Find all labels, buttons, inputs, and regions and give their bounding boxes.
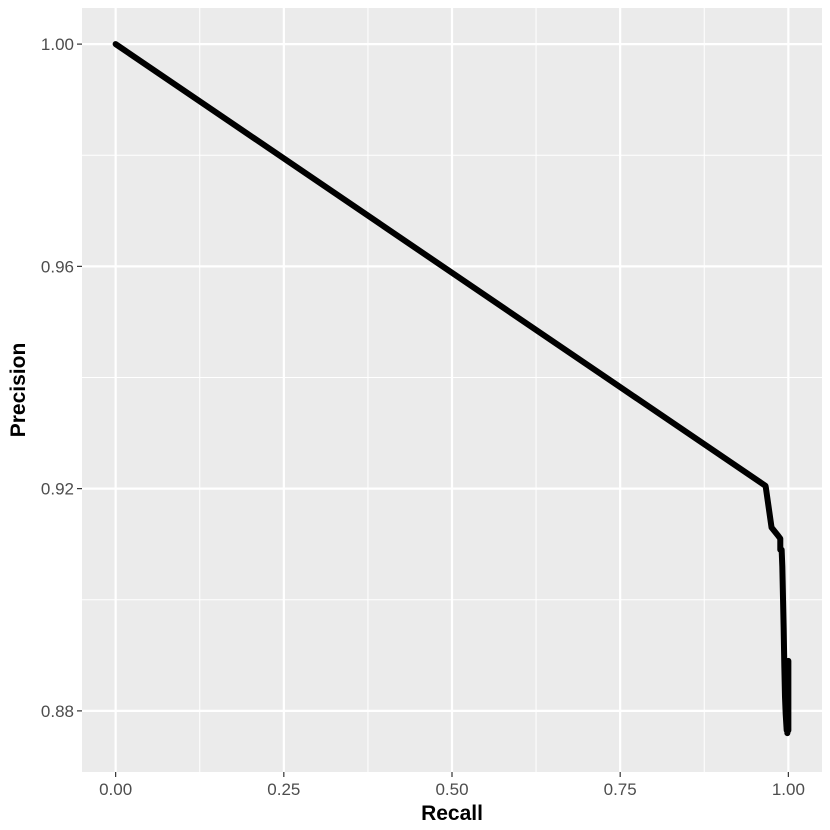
y-tick-label: 0.96	[41, 257, 74, 276]
y-axis-title: Precision	[7, 343, 30, 438]
x-tick-label: 0.75	[604, 780, 637, 799]
y-tick-labels: 0.88 0.92 0.96 1.00	[41, 35, 74, 721]
x-tick-label: 0.25	[267, 780, 300, 799]
y-tick-label: 0.92	[41, 480, 74, 499]
y-tick-label: 1.00	[41, 35, 74, 54]
y-tick-label: 0.88	[41, 702, 74, 721]
x-tick-labels: 0.00 0.25 0.50 0.75 1.00	[99, 780, 805, 799]
series-layer	[112, 41, 792, 737]
axis-ticks	[77, 43, 789, 777]
precision-recall-curve	[112, 41, 792, 737]
x-tick-label: 1.00	[772, 780, 805, 799]
x-axis-title: Recall	[421, 802, 483, 825]
x-tick-label: 0.50	[435, 780, 468, 799]
x-tick-label: 0.00	[99, 780, 132, 799]
